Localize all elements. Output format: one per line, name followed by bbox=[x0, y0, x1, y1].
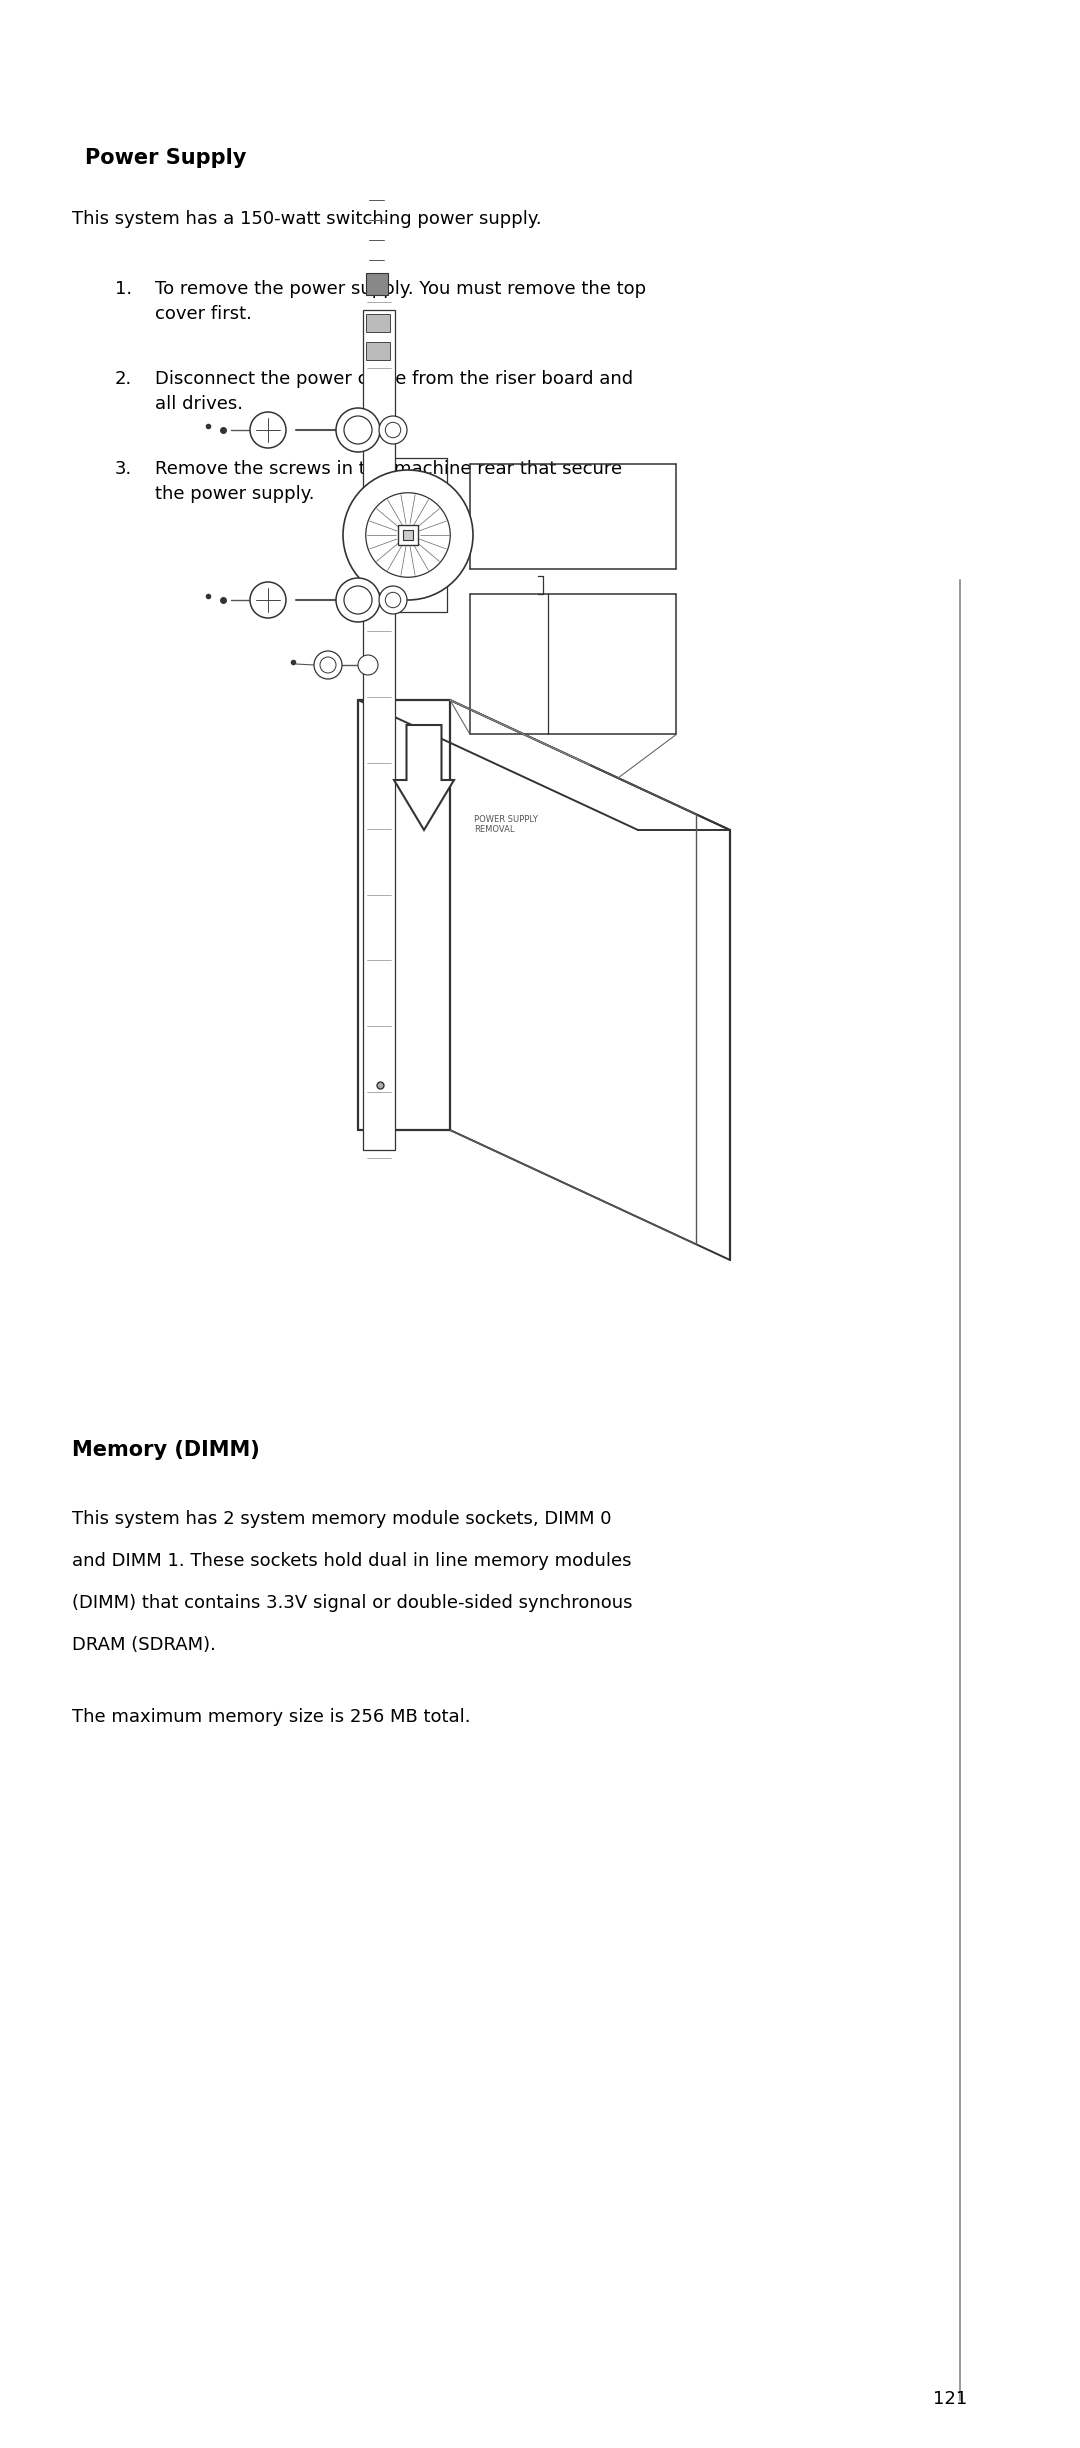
Circle shape bbox=[314, 651, 342, 678]
Text: (DIMM) that contains 3.3V signal or double-sided synchronous: (DIMM) that contains 3.3V signal or doub… bbox=[72, 1594, 633, 1611]
Bar bbox=[366, 274, 388, 296]
Circle shape bbox=[343, 470, 473, 600]
Bar bbox=[366, 313, 390, 333]
Text: 121: 121 bbox=[933, 2389, 967, 2409]
Bar bbox=[363, 311, 395, 1151]
Circle shape bbox=[320, 656, 336, 673]
Circle shape bbox=[345, 416, 372, 443]
Circle shape bbox=[336, 409, 380, 453]
Bar bbox=[399, 524, 418, 546]
Text: This system has 2 system memory module sockets, DIMM 0: This system has 2 system memory module s… bbox=[72, 1510, 611, 1528]
Circle shape bbox=[249, 411, 286, 448]
Text: The maximum memory size is 256 MB total.: The maximum memory size is 256 MB total. bbox=[72, 1709, 471, 1726]
Circle shape bbox=[357, 656, 378, 676]
Circle shape bbox=[366, 492, 450, 578]
Circle shape bbox=[386, 424, 401, 438]
Text: POWER SUPPLY
REMOVAL: POWER SUPPLY REMOVAL bbox=[474, 815, 538, 835]
Circle shape bbox=[379, 416, 407, 443]
FancyArrow shape bbox=[394, 725, 454, 830]
Text: Remove the screws in the machine rear that secure
the power supply.: Remove the screws in the machine rear th… bbox=[156, 460, 622, 502]
Text: 1.: 1. bbox=[114, 279, 132, 299]
Circle shape bbox=[345, 585, 372, 614]
Text: DRAM (SDRAM).: DRAM (SDRAM). bbox=[72, 1635, 216, 1655]
Text: Memory (DIMM): Memory (DIMM) bbox=[72, 1439, 260, 1459]
Circle shape bbox=[386, 592, 401, 607]
Text: 2.: 2. bbox=[114, 370, 132, 387]
Text: and DIMM 1. These sockets hold dual in line memory modules: and DIMM 1. These sockets hold dual in l… bbox=[72, 1552, 632, 1569]
Bar bbox=[403, 531, 413, 541]
Text: To remove the power supply. You must remove the top
cover first.: To remove the power supply. You must rem… bbox=[156, 279, 646, 323]
Text: This system has a 150-watt switching power supply.: This system has a 150-watt switching pow… bbox=[72, 211, 542, 228]
Circle shape bbox=[336, 578, 380, 622]
Circle shape bbox=[379, 585, 407, 614]
Bar bbox=[366, 343, 390, 360]
Circle shape bbox=[249, 583, 286, 617]
Text: Disconnect the power cable from the riser board and
all drives.: Disconnect the power cable from the rise… bbox=[156, 370, 633, 414]
Text: 3.: 3. bbox=[114, 460, 132, 477]
Text: Power Supply: Power Supply bbox=[85, 147, 246, 169]
